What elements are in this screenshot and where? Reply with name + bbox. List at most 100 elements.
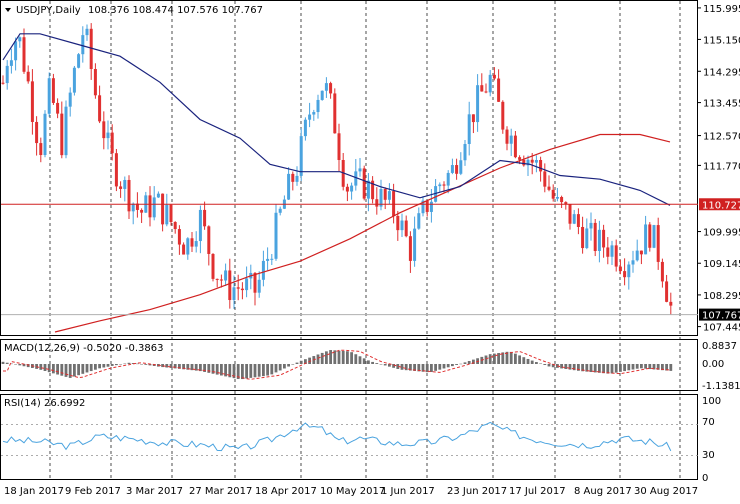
candle-body	[366, 180, 370, 199]
candle-body	[568, 204, 572, 224]
candle-body	[413, 228, 417, 261]
candle-body	[560, 196, 564, 203]
price-tick-label: 109.145	[703, 259, 740, 270]
macd-bar	[220, 364, 223, 376]
candle-body	[555, 196, 559, 199]
candle-body	[623, 271, 627, 278]
date-label: 8 Aug 2017	[574, 486, 632, 497]
ma-slow-line	[54, 133, 671, 333]
macd-bar	[598, 364, 601, 373]
candle-body	[64, 106, 68, 156]
macd-bar	[178, 364, 181, 369]
main-panel[interactable]	[0, 0, 698, 336]
macd-bar	[274, 364, 278, 373]
macd-bar	[257, 364, 261, 377]
rsi-panel[interactable]	[0, 394, 698, 480]
candle-body	[232, 287, 236, 301]
macd-bar	[173, 364, 177, 369]
current-price-label-bg	[699, 308, 740, 321]
macd-bar	[22, 364, 26, 367]
candle-body	[14, 41, 18, 61]
macd-bar	[253, 364, 257, 378]
candle-body	[291, 173, 295, 182]
candle-body	[551, 189, 555, 199]
macd-bar	[341, 350, 345, 364]
macd-bar	[26, 364, 30, 368]
candle-body	[480, 85, 484, 92]
triangle-down-icon[interactable]	[5, 8, 11, 12]
macd-signal-line	[3, 349, 671, 380]
macd-bar	[392, 364, 395, 368]
candle-body	[392, 191, 396, 217]
macd-bar	[631, 364, 635, 370]
candle-body	[534, 159, 538, 163]
macd-bar	[396, 364, 400, 369]
macd-bar	[14, 364, 17, 365]
price-tick-label: 114.295	[703, 67, 740, 78]
candle-body	[165, 204, 169, 225]
candle-body	[127, 179, 131, 212]
price-tick-label: 109.995	[703, 228, 740, 239]
macd-bar	[354, 354, 358, 364]
macd-bar	[623, 364, 626, 372]
macd-bar	[488, 354, 492, 364]
candle-body	[421, 200, 425, 214]
rsi-tick-100: 100	[702, 396, 721, 407]
macd-bar	[283, 364, 286, 369]
candle-body	[509, 135, 513, 144]
macd-bar	[530, 360, 534, 364]
macd-bar	[64, 364, 68, 377]
macd-bar	[228, 364, 232, 378]
macd-bar	[606, 364, 610, 374]
macd-bar	[232, 364, 236, 379]
macd-bar	[371, 361, 374, 364]
date-label: 10 May 2017	[320, 486, 385, 497]
candle-body	[98, 95, 102, 122]
candle-body	[43, 113, 47, 156]
candle-body	[110, 132, 114, 154]
macd-bar	[94, 364, 97, 370]
macd-bar	[43, 364, 47, 371]
macd-bar	[165, 364, 169, 368]
candle-body	[602, 229, 606, 248]
macd-bar	[115, 364, 118, 366]
rsi-guides	[1, 423, 698, 457]
macd-bar	[60, 364, 64, 376]
date-label: 23 Jun 2017	[447, 486, 507, 497]
macd-bar	[501, 352, 505, 364]
candle-body	[51, 78, 55, 103]
candle-body	[522, 159, 526, 166]
candle-body	[492, 74, 496, 79]
macd-bar	[224, 364, 227, 377]
candle-body	[488, 74, 492, 93]
candle-body	[119, 186, 123, 189]
candle-body	[597, 229, 601, 252]
macd-bar	[505, 351, 509, 364]
candle-body	[446, 172, 450, 186]
macd-bar	[270, 364, 274, 375]
price-tick-label: 115.150	[703, 35, 740, 46]
macd-tick-zero: 0.00	[702, 359, 724, 370]
candle-body	[253, 272, 257, 293]
macd-bar	[346, 351, 349, 364]
candle-body	[257, 279, 261, 293]
rsi-tick-70: 70	[702, 417, 715, 428]
candle-body	[245, 278, 249, 291]
macd-bar	[572, 364, 576, 371]
candle-body	[320, 90, 324, 100]
rsi-tick-30: 30	[702, 450, 715, 461]
macd-bar	[140, 364, 143, 365]
macd-bar	[325, 351, 328, 364]
candle-body	[198, 209, 202, 242]
macd-bar	[320, 352, 324, 364]
macd-bar	[644, 364, 647, 369]
candle-body	[190, 238, 194, 247]
candle-body	[362, 168, 366, 199]
price-level-label-bg	[699, 198, 740, 211]
candle-body	[463, 144, 467, 161]
macd-bar	[350, 352, 353, 364]
candle-body	[631, 260, 635, 265]
price-tick-label: 115.995	[703, 4, 740, 15]
